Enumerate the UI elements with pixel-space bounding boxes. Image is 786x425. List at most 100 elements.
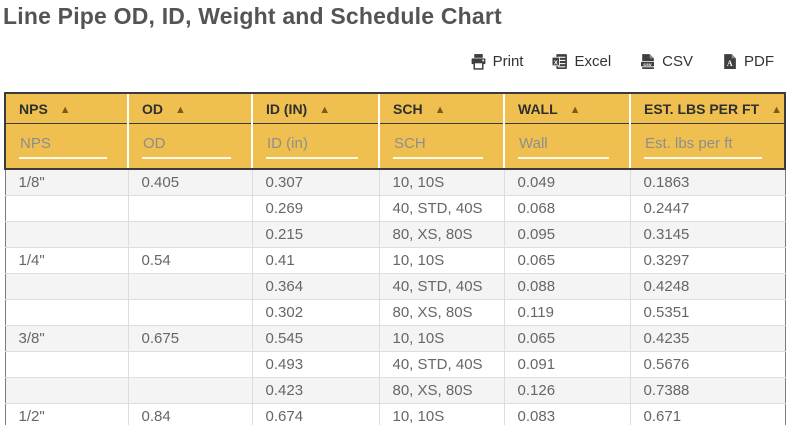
filter-cell-nps [4, 123, 128, 170]
table-cell [127, 221, 252, 248]
svg-text:csv: csv [644, 63, 652, 68]
table-row: 3/8" 0.675 0.545 10, 10S 0.065 0.4235 [4, 325, 786, 352]
table-cell: 0.088 [503, 273, 630, 300]
table-cell: 80, XS, 80S [378, 377, 504, 404]
pdf-button[interactable]: A PDF [721, 53, 774, 70]
table-cell: 3/8" [4, 325, 128, 352]
table-cell: 0.083 [503, 403, 630, 425]
column-header-label: SCH [393, 101, 423, 117]
column-header-sch[interactable]: SCH ▲ [378, 92, 504, 124]
data-table-container: NPS ▲ OD ▲ ID (IN) ▲ SCH ▲ WALL ▲ EST. LBS PER FT ▲… [4, 92, 786, 425]
table-row: 0.364 40, STD, 40S 0.088 0.4248 [4, 273, 786, 300]
filter-cell-id-in [251, 123, 379, 170]
sort-asc-icon: ▲ [319, 104, 331, 116]
table-body: 1/8" 0.405 0.307 10, 10S 0.049 0.1863 0.269 40,… [4, 169, 786, 425]
table-cell: 0.364 [251, 273, 379, 300]
header-row: NPS ▲ OD ▲ ID (IN) ▲ SCH ▲ WALL ▲ EST. LBS PER FT ▲ [4, 92, 786, 124]
table-cell: 80, XS, 80S [378, 299, 504, 326]
page-title: Line Pipe OD, ID, Weight and Schedule Ch… [3, 3, 502, 29]
filter-cell-est-lbs-per-ft [629, 123, 786, 170]
table-cell: 0.545 [251, 325, 379, 352]
excel-button[interactable]: x Excel [551, 53, 611, 70]
table-cell: 0.5676 [629, 351, 786, 378]
table-cell: 0.2447 [629, 195, 786, 222]
table-row: 1/2" 0.84 0.674 10, 10S 0.083 0.671 [4, 403, 786, 425]
csv-icon: csv [639, 53, 656, 70]
sort-asc-icon: ▲ [175, 104, 186, 116]
line-pipe-table: NPS ▲ OD ▲ ID (IN) ▲ SCH ▲ WALL ▲ EST. LBS PER FT ▲… [4, 92, 786, 425]
table-cell: 0.675 [127, 325, 252, 352]
table-cell: 0.049 [503, 169, 630, 196]
csv-label: CSV [662, 53, 693, 70]
pdf-icon: A [721, 53, 738, 70]
table-head: NPS ▲ OD ▲ ID (IN) ▲ SCH ▲ WALL ▲ EST. LBS PER FT ▲ [4, 92, 786, 170]
table-row: 0.302 80, XS, 80S 0.119 0.5351 [4, 299, 786, 326]
filter-row [4, 123, 786, 170]
table-cell: 0.065 [503, 325, 630, 352]
table-cell: 10, 10S [378, 247, 504, 274]
column-header-wall[interactable]: WALL ▲ [503, 92, 630, 124]
filter-input-wall[interactable] [518, 134, 610, 159]
excel-icon: x [551, 53, 568, 70]
table-cell [127, 195, 252, 222]
column-header-nps[interactable]: NPS ▲ [4, 92, 128, 124]
print-label: Print [492, 53, 524, 70]
export-toolbar: Print x Excel [470, 53, 774, 70]
table-cell [4, 195, 128, 222]
table-cell: 1/8" [4, 169, 128, 196]
table-cell: 0.269 [251, 195, 379, 222]
table-cell [127, 377, 252, 404]
filter-input-est-lbs-per-ft[interactable] [644, 134, 763, 159]
table-cell: 40, STD, 40S [378, 273, 504, 300]
table-cell: 0.119 [503, 299, 630, 326]
table-cell: 0.095 [503, 221, 630, 248]
table-cell: 1/4" [4, 247, 128, 274]
table-cell [127, 273, 252, 300]
table-cell: 0.54 [127, 247, 252, 274]
filter-input-sch[interactable] [393, 134, 484, 159]
filter-cell-wall [503, 123, 630, 170]
table-cell: 0.423 [251, 377, 379, 404]
table-row: 0.493 40, STD, 40S 0.091 0.5676 [4, 351, 786, 378]
table-cell: 0.493 [251, 351, 379, 378]
printer-icon [470, 53, 487, 70]
table-cell: 0.307 [251, 169, 379, 196]
csv-button[interactable]: csv CSV [639, 53, 693, 70]
table-cell: 1/2" [4, 403, 128, 425]
filter-input-id-in[interactable] [266, 134, 359, 159]
column-header-id-in[interactable]: ID (IN) ▲ [251, 92, 379, 124]
table-cell: 80, XS, 80S [378, 221, 504, 248]
table-cell: 0.1863 [629, 169, 786, 196]
sort-asc-icon: ▲ [59, 104, 71, 116]
table-cell [4, 273, 128, 300]
svg-text:x: x [554, 57, 559, 66]
table-cell: 10, 10S [378, 325, 504, 352]
table-cell: 0.674 [251, 403, 379, 425]
column-header-label: EST. LBS PER FT [644, 101, 760, 117]
table-cell: 10, 10S [378, 169, 504, 196]
table-cell: 0.671 [629, 403, 786, 425]
filter-input-od[interactable] [142, 134, 232, 159]
column-header-od[interactable]: OD ▲ [127, 92, 252, 124]
excel-label: Excel [574, 53, 612, 70]
table-cell: 10, 10S [378, 403, 504, 425]
sort-asc-icon: ▲ [569, 104, 581, 116]
table-cell: 0.302 [251, 299, 379, 326]
table-cell: 0.091 [503, 351, 630, 378]
table-cell [4, 377, 128, 404]
table-cell [4, 351, 128, 378]
column-header-est-lbs-per-ft[interactable]: EST. LBS PER FT ▲ [629, 92, 786, 124]
table-cell [4, 299, 128, 326]
table-cell: 0.4248 [629, 273, 786, 300]
table-row: 1/8" 0.405 0.307 10, 10S 0.049 0.1863 [4, 169, 786, 196]
sort-asc-icon: ▲ [771, 104, 783, 116]
table-cell: 0.5351 [629, 299, 786, 326]
table-cell: 0.068 [503, 195, 630, 222]
print-button[interactable]: Print [470, 53, 524, 70]
table-row: 1/4" 0.54 0.41 10, 10S 0.065 0.3297 [4, 247, 786, 274]
filter-input-nps[interactable] [19, 134, 108, 159]
table-cell: 0.215 [251, 221, 379, 248]
table-row: 0.215 80, XS, 80S 0.095 0.3145 [4, 221, 786, 248]
column-header-label: WALL [518, 101, 558, 117]
table-cell [127, 299, 252, 326]
